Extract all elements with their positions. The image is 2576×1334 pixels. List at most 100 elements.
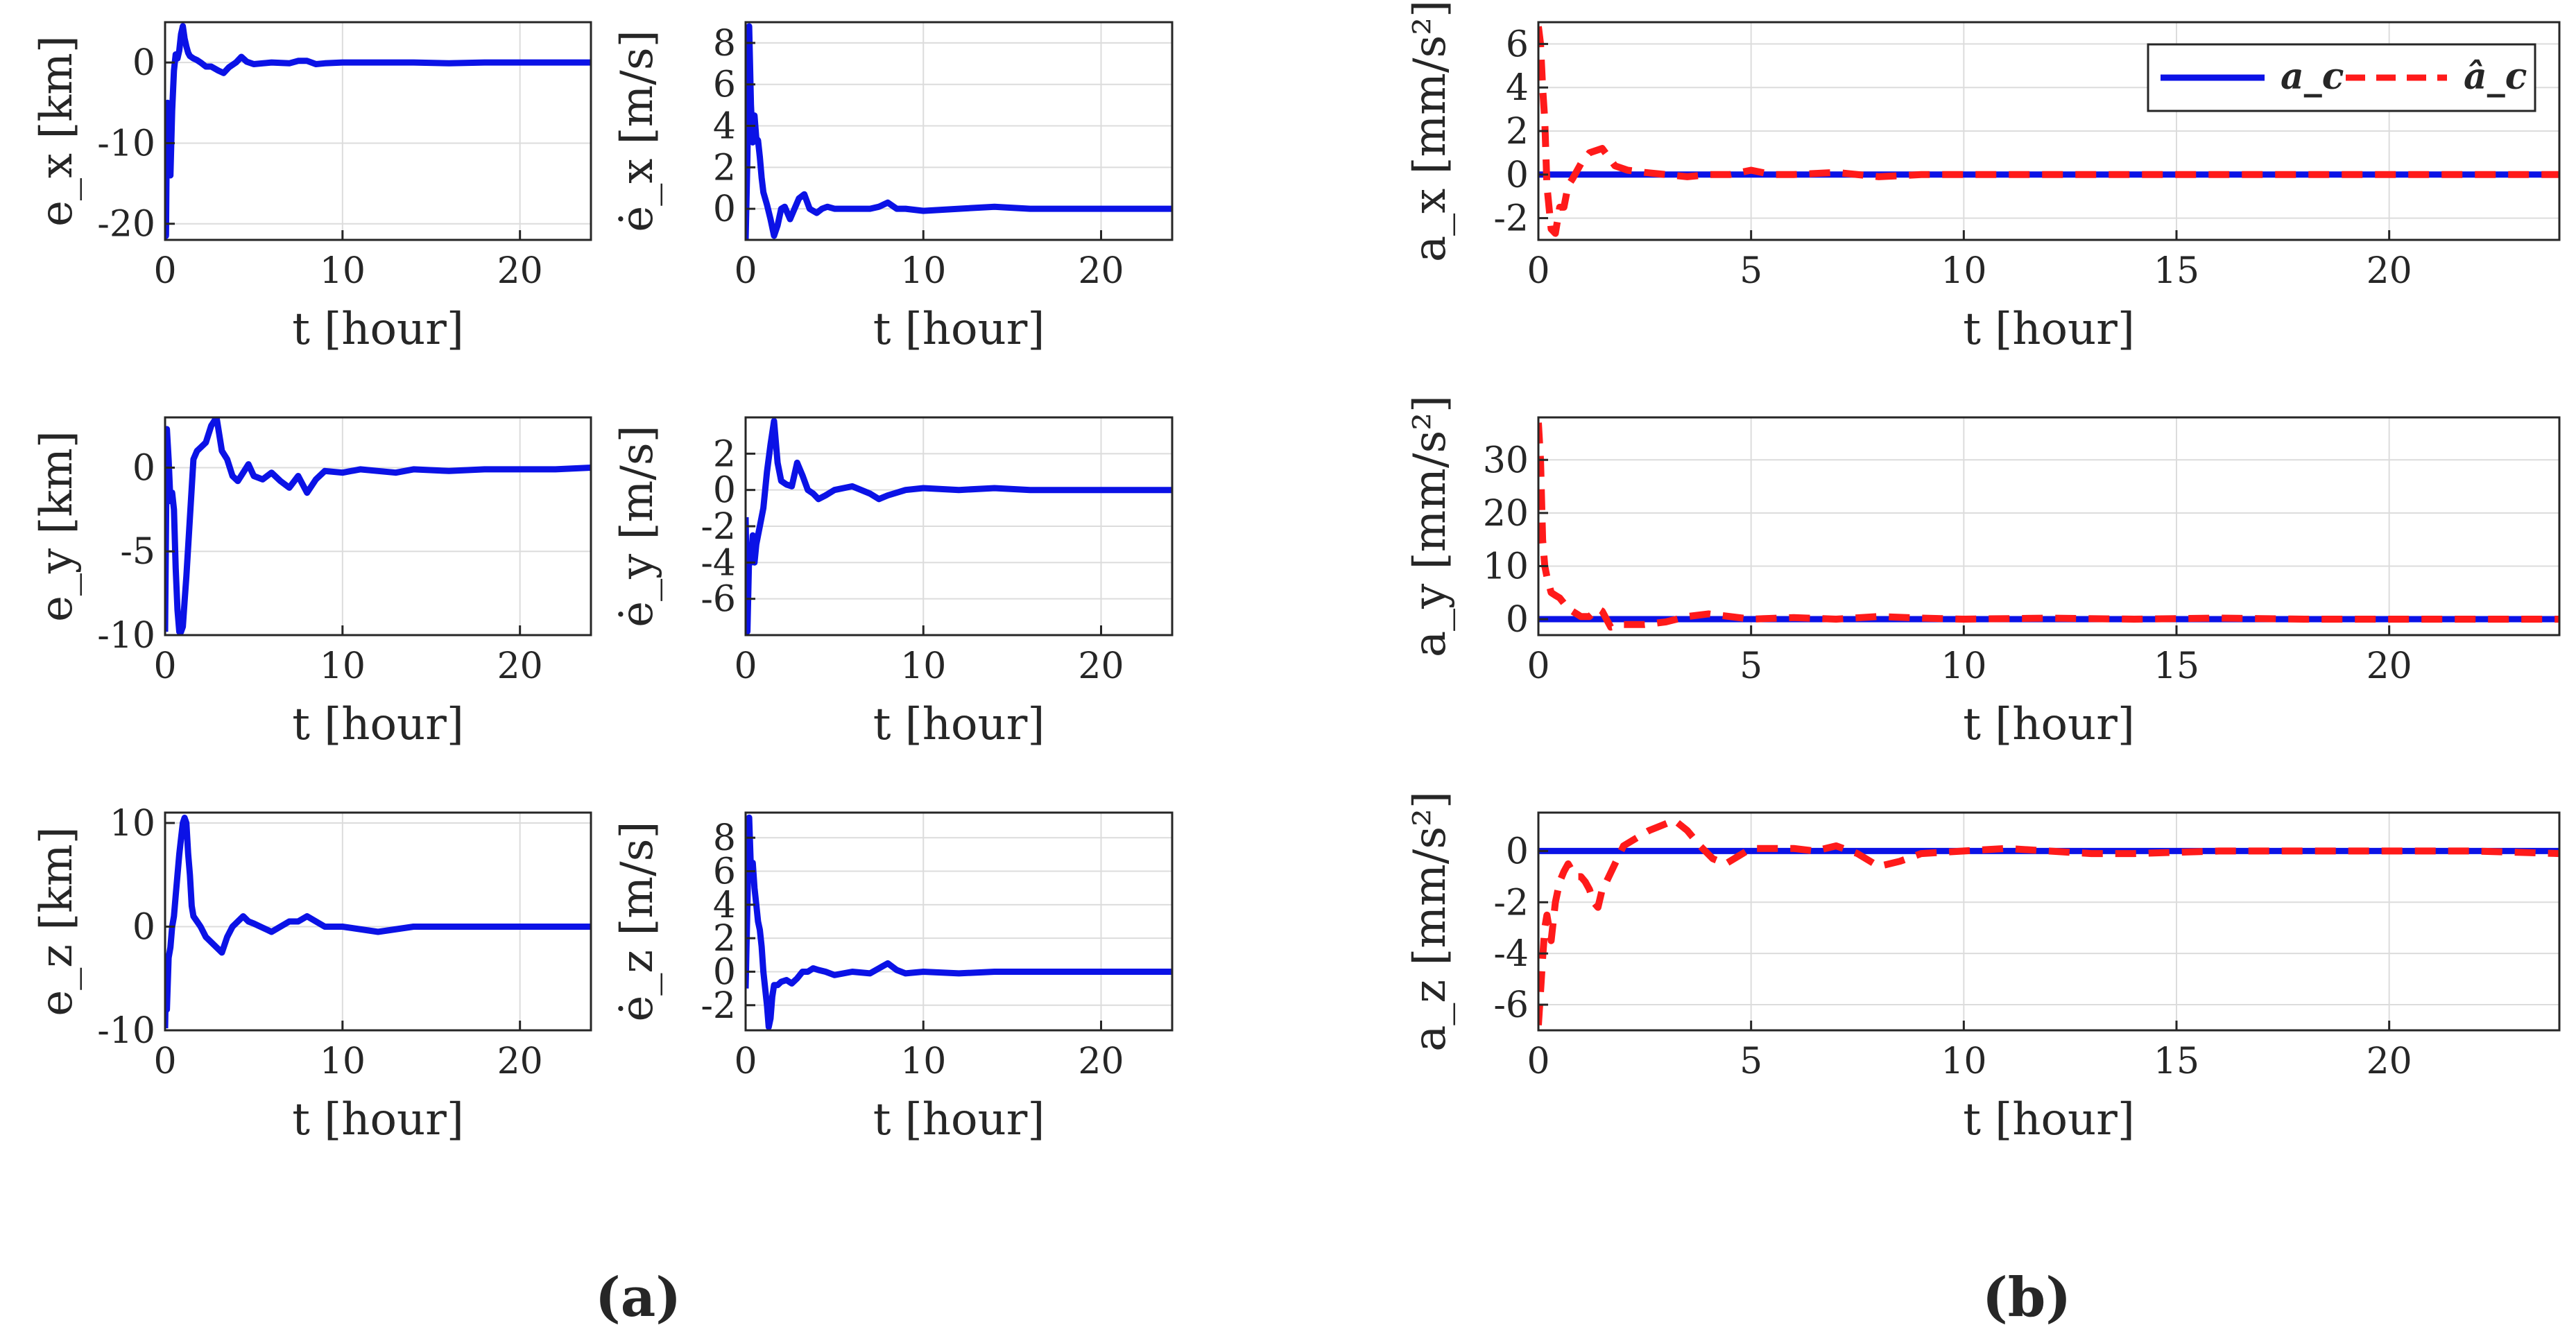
y-tick-label: 6 — [713, 64, 736, 106]
y-tick-label: 4 — [1506, 67, 1529, 109]
x-tick-label: 10 — [320, 646, 366, 687]
x-tick-label: 0 — [734, 250, 757, 292]
x-tick-label: 0 — [734, 1041, 757, 1082]
y-tick-label: 0 — [713, 189, 736, 230]
y-tick-label: 8 — [713, 817, 736, 859]
x-tick-label: 20 — [2367, 1041, 2412, 1082]
y-tick-label: 10 — [110, 803, 155, 844]
x-axis-label: t [hour] — [873, 1094, 1045, 1145]
x-tick-label: 20 — [1078, 1041, 1124, 1082]
y-tick-label: 2 — [713, 147, 736, 189]
x-tick-label: 20 — [2367, 250, 2412, 292]
x-tick-label: 10 — [900, 250, 946, 292]
x-tick-label: 15 — [2154, 1041, 2199, 1082]
y-tick-label: -2 — [1493, 882, 1529, 924]
series-line-ax-estimate — [1538, 26, 2559, 237]
series-line-ex-dot-truth — [746, 23, 1172, 240]
x-tick-label: 20 — [1078, 250, 1124, 292]
x-tick-label: 0 — [153, 646, 176, 687]
y-tick-label: 2 — [713, 433, 736, 475]
x-tick-label: 10 — [1941, 250, 1986, 292]
x-axis-label: t [hour] — [292, 699, 464, 750]
y-tick-label: -6 — [701, 579, 736, 621]
y-axis-label: ė_x [m/s] — [612, 30, 663, 232]
y-axis-label: a_y [mm/s²] — [1405, 395, 1456, 657]
y-tick-label: 20 — [1483, 493, 1529, 535]
x-tick-label: 0 — [1527, 646, 1549, 687]
x-tick-label: 10 — [1941, 1041, 1986, 1082]
y-tick-label: 0 — [132, 447, 155, 489]
y-axis-label: a_z [mm/s²] — [1405, 791, 1456, 1052]
y-tick-label: 0 — [1506, 831, 1529, 872]
y-tick-label: 6 — [1506, 24, 1529, 65]
x-tick-label: 5 — [1740, 250, 1762, 292]
y-tick-label: 0 — [713, 470, 736, 512]
y-tick-label: -5 — [120, 531, 155, 573]
x-axis-label: t [hour] — [292, 304, 464, 355]
axes-frame — [164, 416, 592, 636]
x-tick-label: 20 — [1078, 646, 1124, 687]
plots-layer: 0 10 200-10-20t [hour]e_x [km]0 10 2002468t … — [31, 0, 2561, 1145]
x-tick-label: 15 — [2154, 646, 2199, 687]
x-tick-label: 20 — [2367, 646, 2412, 687]
y-tick-label: 2 — [1506, 111, 1529, 153]
plot-az: 0 5 10 15 20 0 -2 -4 -6 t [hour] a_z [mm/s²] — [1405, 791, 2561, 1145]
x-tick-label: 10 — [320, 250, 366, 292]
series-line-ay-estimate — [1538, 422, 2559, 631]
x-axis-label: t [hour] — [292, 1094, 464, 1145]
axes-frame — [164, 811, 592, 1032]
y-tick-label: -2 — [701, 506, 736, 548]
y-tick-label: -4 — [701, 542, 736, 584]
x-tick-label: 20 — [497, 1041, 543, 1082]
y-tick-label: 2 — [713, 918, 736, 960]
x-axis-label: t [hour] — [873, 699, 1045, 750]
y-tick-label: 4 — [713, 885, 736, 926]
axes-frame — [744, 811, 1174, 1032]
x-tick-label: 10 — [1941, 646, 1986, 687]
axes-frame — [1537, 811, 2561, 1032]
y-tick-label: -10 — [97, 1010, 155, 1052]
legend-estimate-label: â_c — [2464, 55, 2527, 98]
x-tick-label: 0 — [734, 646, 757, 687]
y-axis-label: e_x [km] — [31, 35, 83, 227]
caption-b: (b) — [1982, 1266, 2071, 1329]
x-axis-label: t [hour] — [1963, 1094, 2135, 1145]
axes-frame — [1537, 416, 2561, 636]
caption-a: (a) — [595, 1266, 681, 1329]
y-axis-label: e_y [km] — [31, 431, 83, 622]
x-tick-label: 5 — [1740, 646, 1762, 687]
y-tick-label: 30 — [1483, 440, 1529, 481]
y-tick-label: 6 — [713, 851, 736, 893]
x-tick-label: 15 — [2154, 250, 2199, 292]
x-axis-label: t [hour] — [1963, 304, 2135, 355]
y-tick-label: -6 — [1493, 985, 1529, 1026]
axes-frame — [164, 21, 592, 241]
x-axis-label: t [hour] — [873, 304, 1045, 355]
x-tick-label: 0 — [153, 1041, 176, 1082]
y-tick-label: 10 — [1483, 546, 1529, 587]
y-axis-label: e_z [km] — [31, 826, 83, 1016]
series-line-ez-dot-truth — [746, 814, 1172, 1030]
x-tick-label: 5 — [1740, 1041, 1762, 1082]
y-tick-label: 0 — [1506, 155, 1529, 196]
series-line-ey-truth — [165, 417, 591, 635]
series-line-ez-truth — [165, 815, 591, 1029]
plot-ex: 0 10 20 0 -10 -20 t [hour] e_x [km] — [31, 21, 592, 355]
x-axis-label: t [hour] — [1963, 699, 2135, 750]
x-tick-label: 0 — [1527, 250, 1549, 292]
legend-box: a_c â_c — [2147, 43, 2536, 112]
y-axis-label: a_x [mm/s²] — [1405, 0, 1456, 262]
y-axis-label: ė_y [m/s] — [612, 425, 663, 627]
series-line-az-estimate — [1538, 817, 2559, 1025]
y-tick-label: -10 — [97, 123, 155, 164]
y-tick-label: 0 — [132, 42, 155, 84]
axes-frame — [744, 21, 1174, 241]
y-tick-label: -2 — [701, 985, 736, 1027]
y-tick-label: -20 — [97, 204, 155, 245]
